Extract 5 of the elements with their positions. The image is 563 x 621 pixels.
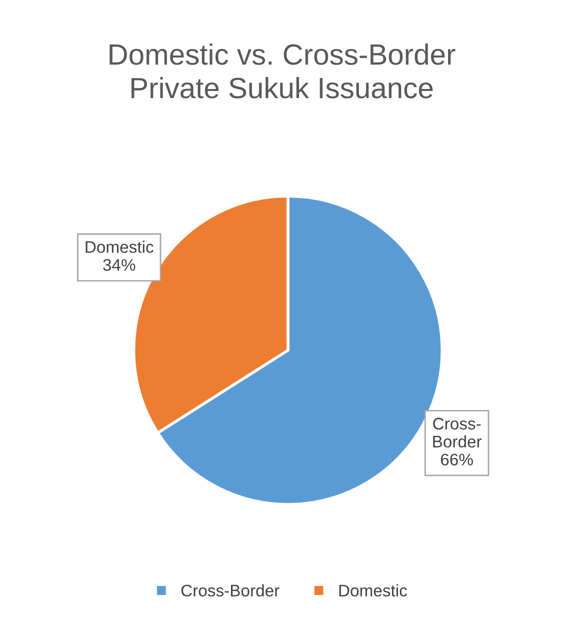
data-label: Domestic 34%	[86, 240, 154, 271]
legend-label: Domestic	[339, 584, 407, 596]
data-label: Cross- Border 66%	[433, 418, 482, 466]
chart-title: Domestic vs. Cross-Border Private Sukuk Issuance	[110, 43, 456, 98]
legend-label: Cross-Border	[181, 584, 280, 596]
